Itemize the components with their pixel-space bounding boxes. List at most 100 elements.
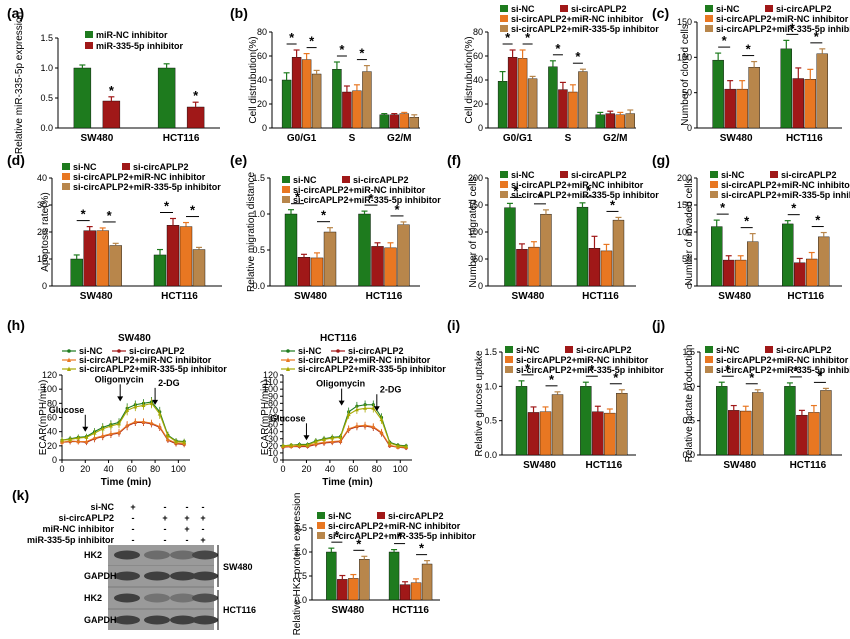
x-axis-label: Time (min) — [101, 477, 151, 488]
significance-star: * — [289, 30, 295, 45]
bar-f-1-0 — [576, 206, 589, 287]
x-tick-label: 60 — [348, 464, 358, 474]
blot-band — [170, 615, 196, 625]
y-tick-label: 0.5 — [252, 245, 265, 255]
data-point — [157, 411, 162, 416]
legend-swatch — [282, 186, 290, 193]
legend-label: si-circAPLP2 — [129, 346, 185, 356]
legend-label: si-circAPLP2+miR-335-5p inhibitor — [721, 190, 850, 200]
data-point — [305, 443, 310, 447]
panel-label-j: (j) — [652, 317, 665, 333]
bar-a-0-1 — [102, 100, 121, 129]
y-axis-label: Relative HK2 protein expression — [292, 493, 303, 636]
condition-mark: - — [202, 502, 205, 512]
y-tick-label: 120 — [42, 370, 57, 380]
bar-e-0-2 — [310, 257, 324, 287]
bar-b2-1-0 — [548, 66, 558, 129]
legend-swatch — [317, 522, 325, 529]
legend-swatch — [710, 171, 718, 178]
x-tick-label: SW480 — [523, 460, 556, 471]
data-point — [379, 430, 384, 434]
x-tick-label: 0 — [59, 464, 64, 474]
y-tick-label: 1.5 — [252, 173, 265, 183]
y-axis-label: Number of cloned cells — [680, 24, 691, 126]
x-tick-label: SW480 — [331, 605, 364, 616]
x-tick-label: S — [565, 133, 572, 144]
x-axis-label: Time (min) — [322, 477, 372, 488]
legend-swatch — [565, 346, 573, 353]
significance-star: * — [109, 83, 115, 98]
y-axis-label: Apoptosis rate(%) — [40, 192, 51, 271]
data-point — [125, 408, 130, 412]
bar-k-0-2 — [348, 578, 359, 601]
legend-label: si-circAPLP2+miR-NC inhibitor — [716, 14, 849, 24]
bar-f-1-1 — [588, 247, 601, 287]
bar-g-0-2 — [735, 259, 747, 287]
bar-j-0-2 — [740, 410, 752, 456]
legend-label: si-circAPLP2+miR-335-5p inhibitor — [293, 195, 441, 205]
y-tick-label: 80 — [268, 398, 278, 408]
bar-c-0-2 — [736, 88, 748, 129]
legend-label: si-circAPLP2+miR-NC inhibitor — [298, 355, 431, 365]
x-tick-label: SW480 — [294, 291, 327, 302]
condition-mark: - — [164, 524, 167, 534]
condition-mark: + — [200, 513, 205, 523]
significance-star: * — [397, 530, 403, 545]
bar-g-0-3 — [747, 241, 759, 287]
bar-g-1-3 — [818, 236, 830, 287]
bar-b1-2-0 — [379, 114, 389, 129]
y-axis-label: Relative lactate production — [684, 345, 695, 463]
cell-line-label: SW480 — [223, 562, 253, 572]
y-tick-label: 60 — [473, 51, 483, 61]
x-tick-label: SW480 — [720, 133, 753, 144]
y-tick-label: 0 — [52, 455, 57, 465]
panel-label-b1: (b) — [230, 5, 248, 21]
bar-j-0-1 — [728, 410, 740, 456]
bar-e-0-3 — [323, 231, 337, 287]
data-point — [149, 421, 154, 425]
legend-swatch — [560, 5, 568, 12]
data-point — [313, 439, 318, 444]
bar-k-1-2 — [410, 582, 422, 601]
significance-star: * — [107, 208, 113, 223]
bar-b2-1-2 — [568, 91, 578, 129]
legend-label: si-circAPLP2+miR-NC inhibitor — [79, 355, 212, 365]
y-tick-label: 0.5 — [294, 571, 307, 581]
legend-swatch — [705, 366, 713, 373]
y-tick-label: 100 — [677, 52, 692, 62]
y-tick-label: 40 — [37, 173, 47, 183]
legend-swatch — [282, 196, 290, 203]
data-point — [346, 426, 351, 431]
y-tick-label: 0.0 — [484, 450, 497, 460]
y-tick-label: 150 — [677, 200, 692, 210]
legend-marker — [117, 349, 121, 353]
legend-label: si-circAPLP2+miR-NC inhibitor — [293, 185, 426, 195]
bar-c-0-0 — [712, 59, 724, 129]
legend-label: si-circAPLP2 — [388, 511, 444, 521]
chart-title: SW480 — [118, 333, 151, 344]
y-tick-label: 110 — [264, 377, 278, 387]
bar-k-0-3 — [359, 559, 370, 601]
significance-star: * — [791, 201, 797, 216]
annotation-label: Glucose — [270, 413, 306, 423]
y-tick-label: 1.5 — [40, 33, 53, 43]
y-tick-label: 1.0 — [682, 381, 695, 391]
legend-swatch — [705, 15, 713, 22]
data-point — [108, 431, 113, 436]
legend-label: si-NC — [516, 345, 540, 355]
x-tick-label: HCT116 — [585, 460, 622, 471]
x-tick-label: HCT116 — [582, 291, 619, 302]
data-point — [281, 443, 285, 448]
legend-label: si-circAPLP2 — [353, 175, 409, 185]
legend-swatch — [282, 176, 290, 183]
chart-h2: HCT1160102030405060708090100110120ECAR(m… — [260, 333, 446, 488]
legend-swatch — [770, 171, 778, 178]
blot-band — [114, 615, 140, 625]
y-tick-label: 200 — [677, 173, 692, 183]
